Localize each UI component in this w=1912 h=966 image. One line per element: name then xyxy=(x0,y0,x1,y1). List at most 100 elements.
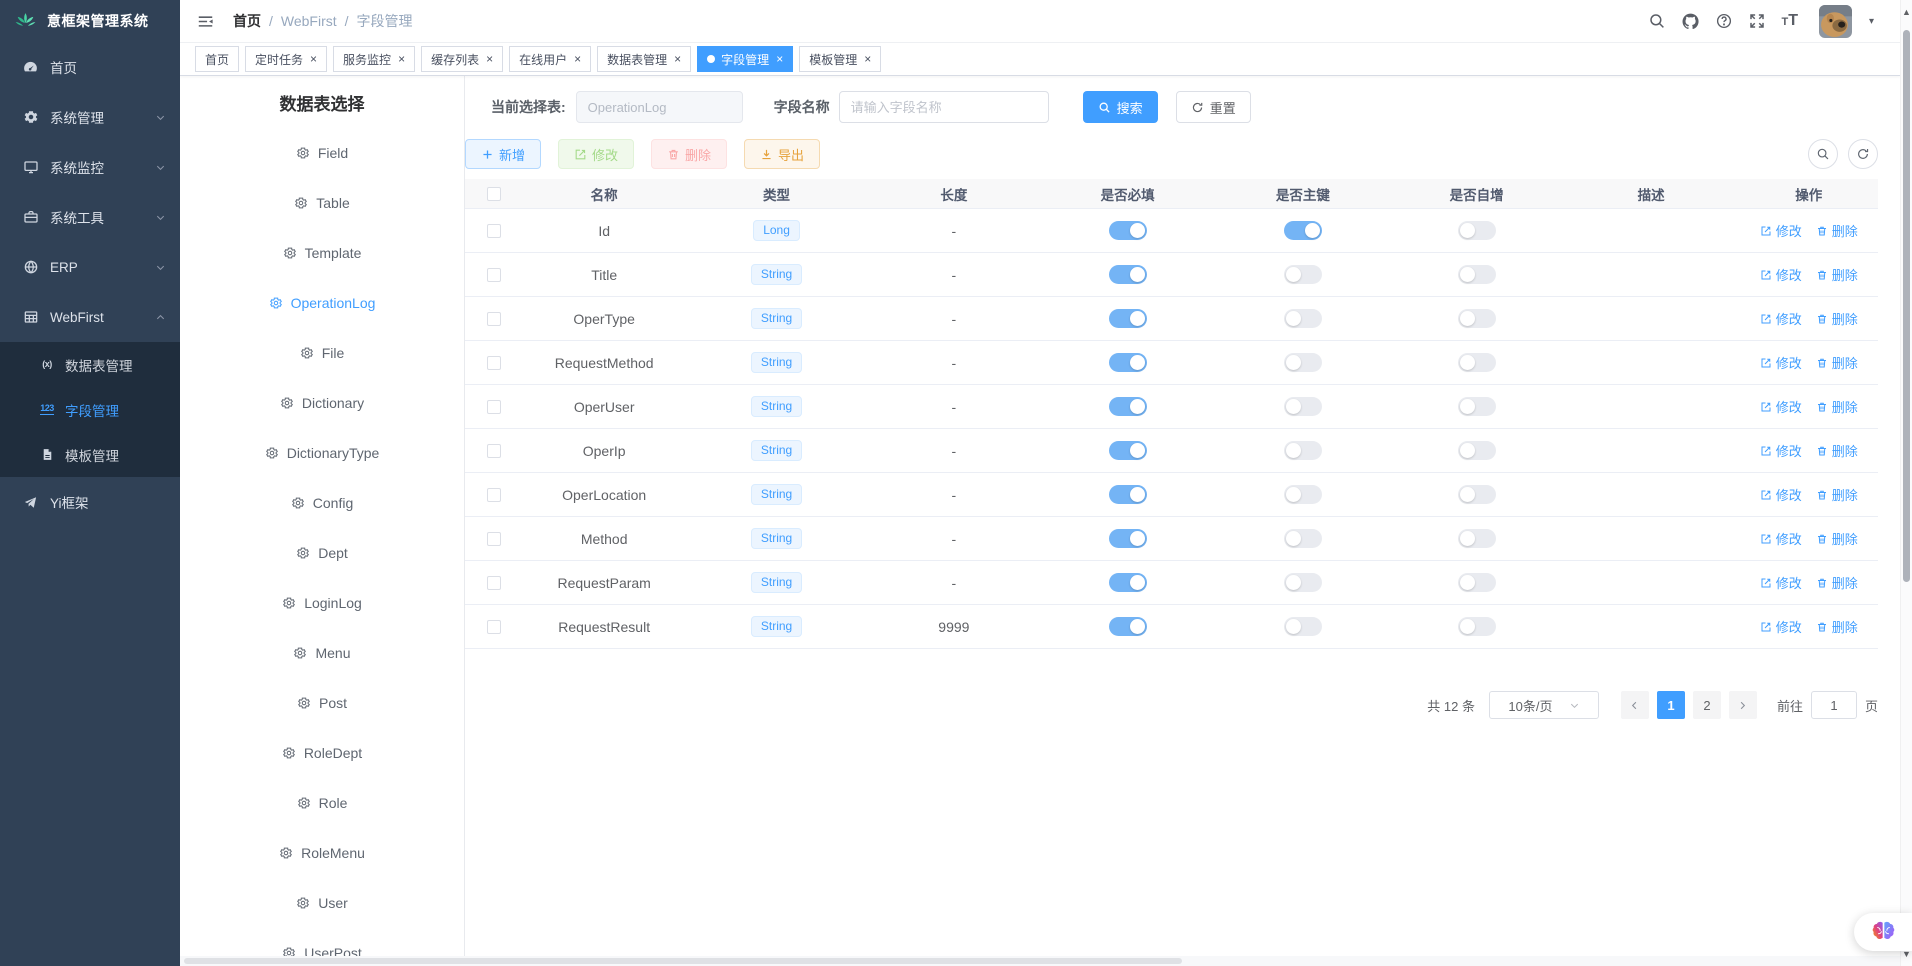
row-checkbox[interactable] xyxy=(486,575,501,590)
scroll-down-icon[interactable]: ▼ xyxy=(1902,949,1911,959)
column-search-button[interactable] xyxy=(1808,139,1838,169)
tab-close-icon[interactable]: × xyxy=(674,52,682,66)
auto-increment-switch[interactable] xyxy=(1457,441,1496,460)
tab-close-icon[interactable]: × xyxy=(486,52,494,66)
sidebar-item-home[interactable]: 首页 xyxy=(0,42,180,92)
primary-key-switch[interactable] xyxy=(1283,573,1322,592)
view-tab[interactable]: 模板管理 × xyxy=(799,46,882,72)
primary-key-switch[interactable] xyxy=(1283,529,1322,548)
view-tab[interactable]: 定时任务 × xyxy=(245,46,328,72)
delete-row-button[interactable]: 删除 xyxy=(1816,529,1858,548)
delete-row-button[interactable]: 删除 xyxy=(1816,221,1858,240)
goto-page-input[interactable] xyxy=(1810,691,1857,719)
table-list-item[interactable]: Table xyxy=(180,178,464,228)
avatar-caret-icon[interactable]: ▾ xyxy=(1868,15,1874,27)
edit-row-button[interactable]: 修改 xyxy=(1760,529,1802,548)
page-size-select[interactable]: 10条/页 xyxy=(1488,691,1599,719)
scrollbar-thumb[interactable] xyxy=(1903,30,1910,582)
horizontal-scrollbar[interactable] xyxy=(180,956,1900,966)
required-switch[interactable] xyxy=(1108,353,1147,372)
edit-row-button[interactable]: 修改 xyxy=(1760,617,1802,636)
delete-row-button[interactable]: 删除 xyxy=(1816,617,1858,636)
tab-close-icon[interactable]: × xyxy=(776,52,784,66)
edit-row-button[interactable]: 修改 xyxy=(1760,397,1802,416)
github-icon[interactable] xyxy=(1681,12,1700,31)
refresh-table-button[interactable] xyxy=(1848,139,1878,169)
edit-row-button[interactable]: 修改 xyxy=(1760,485,1802,504)
required-switch[interactable] xyxy=(1108,529,1147,548)
required-switch[interactable] xyxy=(1108,485,1147,504)
required-switch[interactable] xyxy=(1108,309,1147,328)
table-list-item[interactable]: Template xyxy=(180,228,464,278)
row-checkbox[interactable] xyxy=(486,443,501,458)
primary-key-switch[interactable] xyxy=(1283,309,1322,328)
sidebar-item-webfirst[interactable]: WebFirst xyxy=(0,292,180,342)
page-number-button[interactable]: 2 xyxy=(1692,691,1721,719)
table-list-item[interactable]: DictionaryType xyxy=(180,428,464,478)
delete-row-button[interactable]: 删除 xyxy=(1816,265,1858,284)
table-list-item[interactable]: User xyxy=(180,878,464,928)
tab-close-icon[interactable]: × xyxy=(398,52,406,66)
primary-key-switch[interactable] xyxy=(1283,221,1322,240)
table-list-item[interactable]: Dept xyxy=(180,528,464,578)
auto-increment-switch[interactable] xyxy=(1457,397,1496,416)
add-button[interactable]: 新增 xyxy=(465,139,542,169)
tab-close-icon[interactable]: × xyxy=(574,52,582,66)
table-list-item[interactable]: Field xyxy=(180,128,464,178)
page-number-button[interactable]: 1 xyxy=(1656,691,1685,719)
sidebar-item-table-mgmt[interactable]: (x) 数据表管理 xyxy=(0,342,180,387)
view-tab[interactable]: 在线用户 × xyxy=(509,46,592,72)
view-tab[interactable]: 缓存列表 × xyxy=(421,46,504,72)
help-icon[interactable] xyxy=(1715,12,1733,30)
edit-row-button[interactable]: 修改 xyxy=(1760,309,1802,328)
row-checkbox[interactable] xyxy=(486,355,501,370)
table-list-item[interactable]: Config xyxy=(180,478,464,528)
delete-button[interactable]: 删除 xyxy=(651,139,728,169)
field-name-input[interactable] xyxy=(838,91,1049,123)
sidebar-item-system-tools[interactable]: 系统工具 xyxy=(0,192,180,242)
table-list-item[interactable]: UserPost xyxy=(180,928,464,956)
fullscreen-icon[interactable] xyxy=(1748,12,1766,30)
reset-button[interactable]: 重置 xyxy=(1175,91,1251,123)
row-checkbox[interactable] xyxy=(486,399,501,414)
view-tab[interactable]: 字段管理 × xyxy=(697,46,794,72)
auto-increment-switch[interactable] xyxy=(1457,573,1496,592)
font-size-icon[interactable]: TT xyxy=(1781,12,1798,29)
view-tab[interactable]: 数据表管理 × xyxy=(597,46,692,72)
table-list-item[interactable]: LoginLog xyxy=(180,578,464,628)
required-switch[interactable] xyxy=(1108,397,1147,416)
delete-row-button[interactable]: 删除 xyxy=(1816,441,1858,460)
row-checkbox[interactable] xyxy=(486,267,501,282)
sidebar-item-system-monitor[interactable]: 系统监控 xyxy=(0,142,180,192)
tab-close-icon[interactable]: × xyxy=(310,52,318,66)
vertical-scrollbar[interactable]: ▲ ▼ xyxy=(1900,0,1912,966)
row-checkbox[interactable] xyxy=(486,223,501,238)
delete-row-button[interactable]: 删除 xyxy=(1816,485,1858,504)
required-switch[interactable] xyxy=(1108,441,1147,460)
sidebar-fold-icon[interactable] xyxy=(196,12,215,31)
edit-row-button[interactable]: 修改 xyxy=(1760,221,1802,240)
edit-row-button[interactable]: 修改 xyxy=(1760,265,1802,284)
row-checkbox[interactable] xyxy=(486,487,501,502)
required-switch[interactable] xyxy=(1108,265,1147,284)
select-all-checkbox[interactable] xyxy=(486,186,501,201)
primary-key-switch[interactable] xyxy=(1283,353,1322,372)
delete-row-button[interactable]: 删除 xyxy=(1816,309,1858,328)
delete-row-button[interactable]: 删除 xyxy=(1816,573,1858,592)
auto-increment-switch[interactable] xyxy=(1457,529,1496,548)
edit-row-button[interactable]: 修改 xyxy=(1760,573,1802,592)
auto-increment-switch[interactable] xyxy=(1457,353,1496,372)
edit-button[interactable]: 修改 xyxy=(558,139,635,169)
row-checkbox[interactable] xyxy=(486,311,501,326)
next-page-button[interactable] xyxy=(1728,691,1757,719)
required-switch[interactable] xyxy=(1108,221,1147,240)
sidebar-item-template-mgmt[interactable]: 模板管理 xyxy=(0,432,180,477)
ai-assistant-button[interactable] xyxy=(1854,913,1912,951)
table-list-item[interactable]: File xyxy=(180,328,464,378)
sidebar-item-field-mgmt[interactable]: 123 字段管理 xyxy=(0,387,180,432)
primary-key-switch[interactable] xyxy=(1283,485,1322,504)
prev-page-button[interactable] xyxy=(1620,691,1649,719)
primary-key-switch[interactable] xyxy=(1283,617,1322,636)
required-switch[interactable] xyxy=(1108,573,1147,592)
required-switch[interactable] xyxy=(1108,617,1147,636)
